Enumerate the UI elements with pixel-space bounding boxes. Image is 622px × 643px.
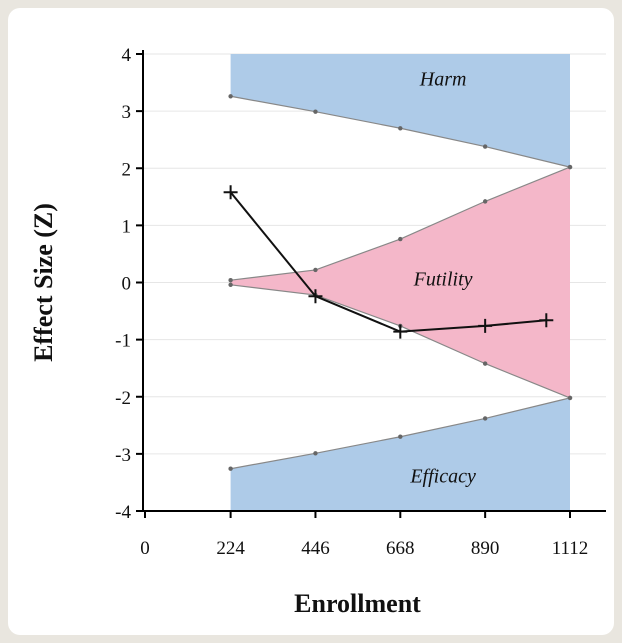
- observed-z-marker: [308, 289, 323, 304]
- futility-lower-boundary-point: [482, 361, 488, 366]
- region-harm: [230, 54, 570, 168]
- y-tick-label: -3: [115, 445, 131, 466]
- region-futility: [230, 167, 570, 398]
- futility-upper-boundary-point: [313, 267, 318, 273]
- y-tick-label: 1: [122, 216, 132, 237]
- series-layer: [223, 185, 554, 339]
- efficacy-boundary-point: [482, 416, 488, 421]
- y-tick-label: 3: [122, 102, 132, 123]
- x-tick-label: 224: [216, 538, 245, 559]
- futility-upper-boundary-point: [567, 164, 573, 170]
- observed-z-marker: [223, 185, 238, 200]
- y-tick-label: 2: [122, 159, 132, 180]
- futility-upper-boundary-point: [398, 236, 403, 242]
- label-layer: Harm Futility Efficacy: [409, 68, 476, 487]
- region-label-futility: Futility: [413, 268, 473, 290]
- y-tick-label: -2: [115, 388, 131, 409]
- x-tick-label: 0: [140, 538, 150, 559]
- y-tick-label: 4: [122, 45, 132, 66]
- x-tick-label: 668: [386, 538, 415, 559]
- x-tick-label: 1112: [552, 538, 589, 559]
- observed-z-marker: [393, 324, 408, 339]
- observed-z-marker: [539, 313, 554, 328]
- efficacy-boundary-point: [228, 466, 233, 471]
- futility-upper-boundary-point: [228, 278, 233, 283]
- x-tick-label: 446: [301, 538, 330, 559]
- y-tick-label: -4: [115, 502, 131, 523]
- efficacy-boundary-point: [567, 395, 573, 401]
- region-label-efficacy: Efficacy: [409, 465, 476, 487]
- axis-layer: 4 3 2 1 0 -1 -2 -3 -4 0 224 446 668 890 1112 Enrollment…: [29, 45, 606, 618]
- harm-boundary-point: [228, 94, 233, 99]
- futility-upper-boundary-point: [482, 199, 488, 204]
- region-label-harm: Harm: [419, 68, 467, 90]
- futility-lower-boundary-point: [228, 282, 233, 287]
- y-tick-label: -1: [115, 331, 131, 352]
- harm-boundary-point: [313, 109, 318, 114]
- y-tick-label: 0: [122, 274, 132, 295]
- y-axis-title: Effect Size (Z): [29, 203, 58, 362]
- harm-boundary-point: [482, 144, 488, 149]
- efficacy-boundary-point: [313, 451, 318, 456]
- harm-boundary-point: [398, 126, 403, 131]
- observed-z-marker: [478, 318, 493, 333]
- region-layer: [228, 54, 573, 511]
- x-axis-title: Enrollment: [294, 589, 421, 618]
- x-tick-label: 890: [471, 538, 500, 559]
- region-efficacy: [230, 397, 570, 511]
- efficacy-boundary-point: [398, 434, 403, 439]
